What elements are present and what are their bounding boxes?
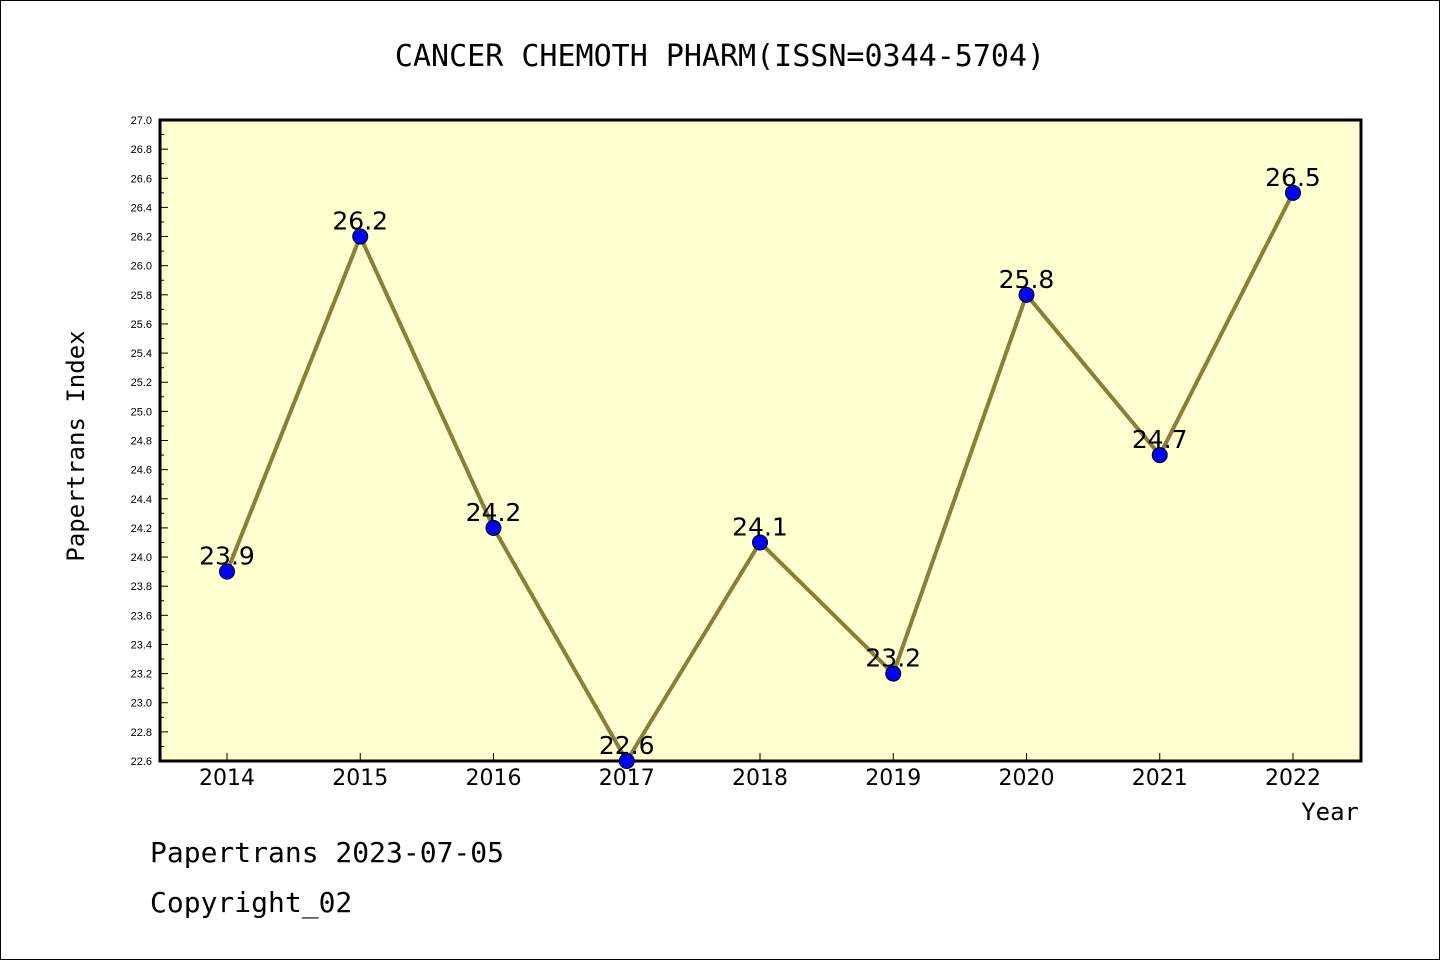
data-label: 24.7 (1132, 425, 1188, 454)
y-tick-label: 26.8 (131, 144, 152, 156)
data-points (219, 184, 1301, 769)
x-axis-label: Year (1301, 798, 1359, 826)
footer-date: Papertrans 2023-07-05 (150, 836, 505, 869)
y-tick-label: 27.0 (131, 115, 152, 127)
x-axis-ticks: 2014 2015 2016 2017 2018 2019 2020 2021 2022 (199, 753, 1321, 791)
y-tick-label: 24.0 (131, 552, 152, 564)
y-tick-label: 24.4 (131, 494, 152, 506)
y-tick-label: 22.6 (131, 756, 152, 768)
y-tick-label: 25.0 (131, 406, 152, 418)
footer-copyright: Copyright_02 (150, 886, 353, 919)
chart-title: CANCER CHEMOTH PHARM(ISSN=0344-5704) (395, 39, 1045, 74)
data-label: 25.8 (999, 265, 1055, 294)
data-label: 26.2 (332, 207, 388, 236)
x-tick-label: 2018 (732, 766, 788, 791)
y-tick-label: 25.4 (131, 348, 152, 360)
y-tick-label: 25.6 (131, 319, 152, 331)
data-label: 23.2 (865, 644, 921, 673)
x-tick-label: 2017 (599, 766, 655, 791)
data-labels: 23.9 26.2 24.2 22.6 24.1 23.2 25.8 24.7 26.5 (199, 163, 1321, 760)
y-tick-label: 22.8 (131, 727, 152, 739)
y-tick-label: 26.0 (131, 261, 152, 273)
y-axis-label: Papertrans Index (62, 330, 90, 561)
x-tick-label: 2014 (199, 766, 255, 791)
data-label: 23.9 (199, 542, 255, 571)
y-tick-label: 23.2 (131, 669, 152, 681)
y-tick-label: 23.6 (131, 610, 152, 622)
y-tick-label: 23.0 (131, 698, 152, 710)
data-label: 26.5 (1265, 163, 1321, 192)
data-point (1151, 447, 1168, 464)
y-tick-label: 25.2 (131, 377, 152, 389)
data-label: 22.6 (599, 731, 655, 760)
y-tick-label: 24.8 (131, 436, 152, 448)
data-point (1018, 286, 1035, 303)
data-point (485, 519, 502, 536)
y-tick-label: 24.2 (131, 523, 152, 535)
y-axis-ticks: 22.6 22.8 23.0 23.2 23.4 23.6 23.8 24.0 24.2 24.4… (131, 115, 168, 768)
data-point (352, 228, 369, 245)
x-tick-label: 2022 (1265, 766, 1321, 791)
data-point (618, 753, 635, 769)
y-tick-label: 23.8 (131, 581, 152, 593)
y-tick-label: 23.4 (131, 639, 152, 651)
data-label: 24.2 (466, 498, 522, 527)
data-point (885, 665, 902, 682)
data-point (752, 534, 768, 551)
y-tick-label: 26.2 (131, 232, 152, 244)
data-point (219, 563, 235, 580)
plot-area (158, 118, 1363, 763)
x-tick-label: 2019 (865, 766, 921, 791)
y-tick-label: 26.4 (131, 202, 152, 214)
y-tick-label: 24.6 (131, 465, 152, 477)
x-tick-label: 2016 (466, 766, 522, 791)
y-tick-label: 25.8 (131, 290, 152, 302)
x-tick-label: 2020 (999, 766, 1055, 791)
x-tick-label: 2015 (332, 766, 388, 791)
data-label: 24.1 (732, 512, 788, 541)
y-tick-label: 26.6 (131, 173, 152, 185)
x-tick-label: 2021 (1132, 766, 1188, 791)
data-point (1285, 184, 1301, 201)
